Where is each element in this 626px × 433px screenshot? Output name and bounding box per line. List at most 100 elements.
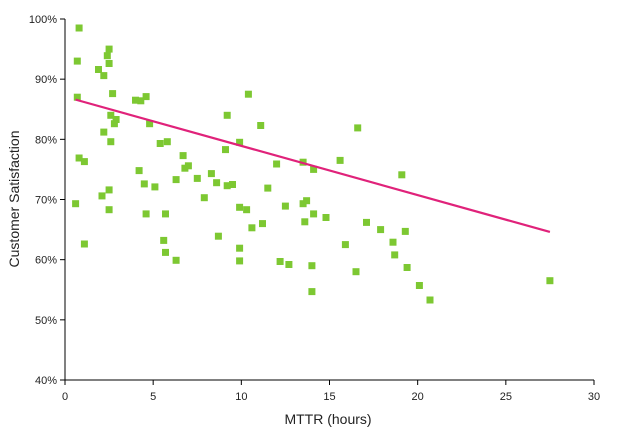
data-point xyxy=(73,57,81,65)
data-point xyxy=(276,258,284,265)
x-tick-label: 30 xyxy=(588,391,600,403)
data-point xyxy=(308,288,316,296)
data-point xyxy=(105,45,113,53)
data-point xyxy=(377,226,385,234)
data-point xyxy=(236,257,244,265)
x-axis-title: MTTR (hours) xyxy=(284,411,371,427)
data-point xyxy=(146,120,154,128)
data-point xyxy=(142,93,150,101)
data-point xyxy=(160,236,168,244)
x-tick-label: 15 xyxy=(323,391,335,403)
data-point xyxy=(142,210,150,218)
data-point xyxy=(391,251,399,259)
data-point xyxy=(264,184,272,192)
data-point xyxy=(105,60,113,67)
y-tick-label: 50% xyxy=(35,315,57,327)
data-points xyxy=(72,24,554,304)
data-point xyxy=(248,224,256,232)
data-point xyxy=(184,162,192,170)
data-point xyxy=(162,248,169,256)
data-point xyxy=(107,111,115,119)
x-tick-label: 25 xyxy=(500,391,512,403)
data-point xyxy=(140,180,148,188)
data-point xyxy=(257,122,265,129)
data-point xyxy=(172,176,180,184)
y-tick-label: 90% xyxy=(35,74,57,86)
data-point xyxy=(273,160,281,168)
data-point xyxy=(223,182,231,190)
data-point xyxy=(193,174,201,182)
trendline xyxy=(75,98,551,234)
data-point xyxy=(105,206,113,214)
data-point xyxy=(80,240,88,248)
data-point xyxy=(222,146,229,154)
data-point xyxy=(398,171,406,179)
data-point xyxy=(207,170,215,178)
data-point xyxy=(336,156,344,164)
data-point xyxy=(132,96,139,104)
y-axis-title: Customer Satisfaction xyxy=(6,131,22,268)
data-point xyxy=(100,128,108,136)
y-tick-label: 60% xyxy=(35,255,57,267)
data-point xyxy=(389,238,397,246)
data-point xyxy=(310,165,318,173)
data-point xyxy=(75,24,83,32)
data-point xyxy=(354,124,362,132)
axes xyxy=(64,19,594,381)
x-tick-label: 10 xyxy=(235,391,247,403)
data-point xyxy=(401,227,409,235)
data-point xyxy=(172,256,180,264)
x-tick-label: 0 xyxy=(62,391,68,403)
data-point xyxy=(236,203,244,211)
data-point xyxy=(426,296,434,304)
data-point xyxy=(103,52,111,60)
data-point xyxy=(213,179,221,187)
data-point xyxy=(236,244,244,252)
data-point xyxy=(403,264,411,271)
data-point xyxy=(236,138,244,146)
data-point xyxy=(308,262,316,270)
data-point xyxy=(352,268,360,276)
data-point xyxy=(243,206,251,214)
data-point xyxy=(105,186,113,194)
data-point xyxy=(110,120,118,128)
data-point xyxy=(95,66,102,73)
data-point xyxy=(546,277,554,285)
data-point xyxy=(72,200,80,208)
data-point xyxy=(151,183,159,191)
data-point xyxy=(415,282,423,289)
data-point xyxy=(75,154,83,162)
data-point xyxy=(322,214,330,221)
y-tick-label: 70% xyxy=(35,195,57,207)
y-tick-label: 100% xyxy=(29,14,57,26)
data-point xyxy=(341,241,349,249)
data-point xyxy=(162,210,169,218)
data-point xyxy=(179,152,187,160)
data-point xyxy=(244,90,252,98)
data-point xyxy=(281,202,289,210)
data-point xyxy=(135,167,143,175)
y-tick-label: 80% xyxy=(35,134,57,146)
data-point xyxy=(301,218,309,226)
x-tick-label: 5 xyxy=(150,391,156,403)
y-tick-label: 40% xyxy=(35,375,57,387)
data-point xyxy=(109,90,117,98)
data-point xyxy=(363,218,370,226)
data-point xyxy=(200,194,208,202)
data-point xyxy=(156,140,164,147)
data-point xyxy=(98,192,106,200)
data-point xyxy=(80,158,88,166)
x-tick-label: 20 xyxy=(412,391,424,403)
data-point xyxy=(163,138,171,146)
data-point xyxy=(285,261,293,268)
x-ticks: 0 5 10 15 20 25 30 xyxy=(62,380,600,403)
data-point xyxy=(112,116,120,123)
data-point xyxy=(100,72,108,80)
data-point xyxy=(107,138,115,146)
data-point xyxy=(137,97,145,105)
data-point xyxy=(310,210,318,218)
data-point xyxy=(303,197,311,205)
data-point xyxy=(223,111,231,119)
data-point xyxy=(259,220,266,228)
